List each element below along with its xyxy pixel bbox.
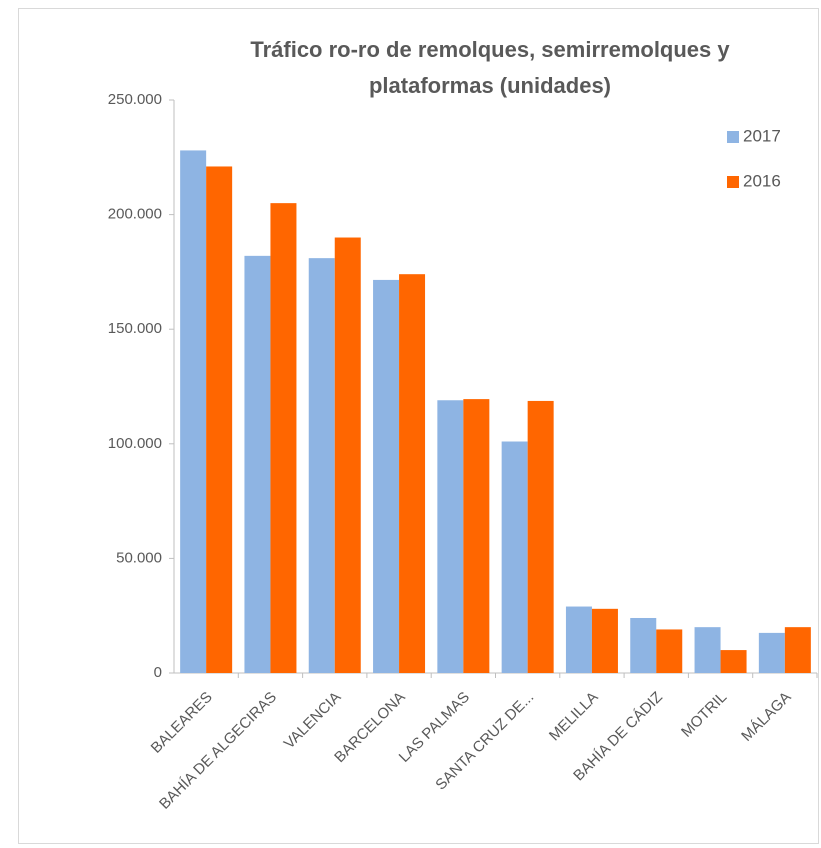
- x-tick-label: VALENCIA: [281, 689, 345, 753]
- bar: [334, 237, 361, 673]
- bar: [565, 606, 592, 673]
- bar: [206, 166, 233, 673]
- x-tick-label: MÁLAGA: [738, 689, 794, 745]
- bar: [399, 274, 426, 673]
- bar: [180, 150, 207, 673]
- y-tick-label: 100.000: [108, 435, 162, 452]
- bar: [784, 627, 811, 673]
- y-tick-label: 0: [154, 664, 162, 681]
- y-tick-label: 150.000: [108, 320, 162, 337]
- legend-swatch: [727, 131, 739, 143]
- y-tick-label: 50.000: [116, 549, 162, 566]
- x-tick-label: BALEARES: [148, 689, 216, 757]
- bar: [630, 617, 657, 673]
- y-tick-label: 200.000: [108, 206, 162, 223]
- bar: [373, 279, 400, 673]
- bar: [463, 399, 490, 673]
- legend-label: 2017: [743, 126, 781, 145]
- x-tick-label: MOTRIL: [678, 689, 730, 741]
- y-tick-label: 250.000: [108, 91, 162, 108]
- legend-label: 2016: [743, 171, 781, 190]
- bar: [270, 203, 297, 673]
- bar: [656, 629, 683, 673]
- x-tick-label: BAHÍA DE ALGECIRAS: [156, 689, 280, 813]
- x-tick-label: MELILLA: [546, 689, 602, 745]
- bar: [527, 400, 554, 673]
- legend-swatch: [727, 176, 739, 188]
- bar: [720, 650, 747, 673]
- bar: [437, 400, 464, 673]
- bar: [591, 608, 618, 673]
- bar: [501, 441, 528, 673]
- bar: [308, 258, 335, 673]
- bar: [694, 627, 721, 673]
- bar: [244, 255, 271, 673]
- chart-title: Tráfico ro-ro de remolques, semirremolqu…: [250, 37, 730, 98]
- chart-border: [18, 8, 819, 844]
- bar: [758, 632, 785, 673]
